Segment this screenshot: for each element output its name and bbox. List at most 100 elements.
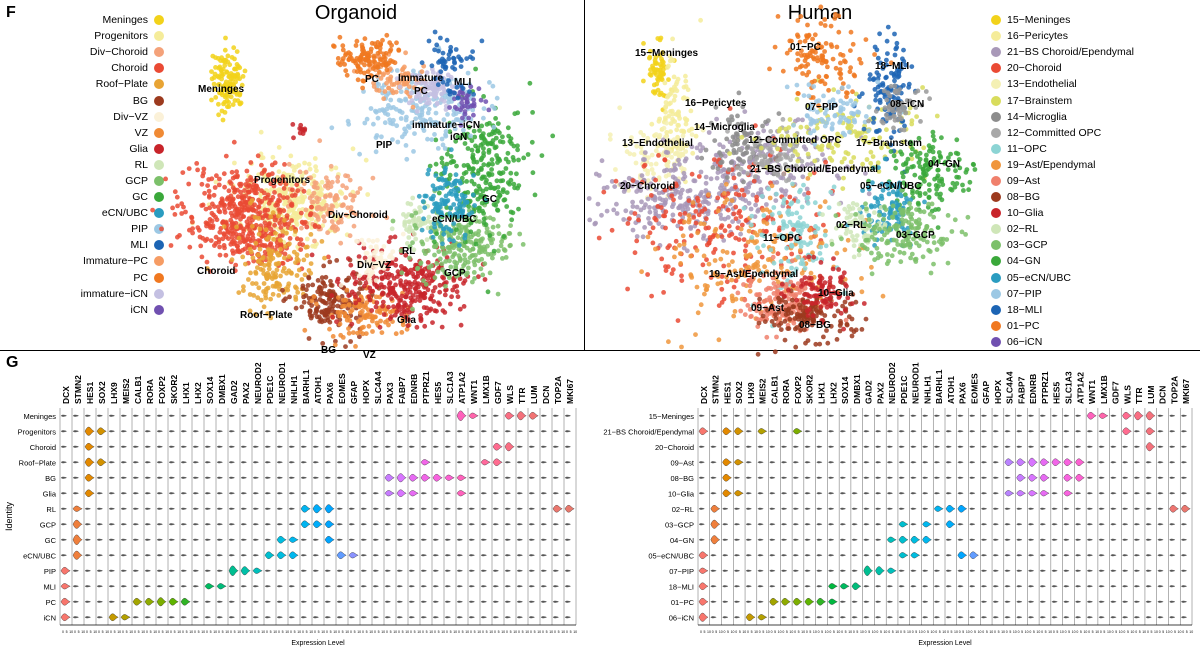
tick-label: 10 — [754, 630, 758, 634]
cluster-label: 18−MLI — [875, 61, 909, 72]
gene-label: WNT1 — [469, 380, 479, 404]
tick-label: 10 — [931, 630, 935, 634]
gene-label: LHX2 — [193, 382, 203, 404]
violin-mark — [992, 523, 999, 526]
violin-mark — [957, 523, 964, 526]
violin-mark — [144, 585, 152, 588]
violin-mark — [444, 445, 452, 448]
legend-label: GC — [132, 191, 148, 204]
violin-mark — [204, 507, 212, 510]
violin-mark — [456, 585, 464, 588]
gene-label: WLS — [1122, 385, 1132, 404]
violin-mark — [264, 476, 272, 479]
violin-mark — [372, 445, 380, 448]
gene-label: SLC4A4 — [373, 371, 383, 404]
violin-mark — [1145, 442, 1156, 452]
violin-mark — [432, 507, 440, 510]
tick-label: 0 — [876, 630, 878, 634]
gene-label: LUM — [1146, 386, 1156, 404]
violin-mark — [980, 616, 988, 619]
violin-mark — [769, 523, 776, 526]
violin-mark — [528, 507, 536, 510]
violin-mark — [886, 507, 894, 510]
violin-mark — [540, 414, 548, 417]
violin-mark — [228, 414, 236, 417]
violin-mark — [168, 414, 176, 417]
violin-mark — [552, 585, 560, 588]
violin-mark — [922, 461, 929, 464]
violin-mark — [910, 569, 917, 572]
violin-mark — [516, 476, 524, 479]
violin-mark — [839, 583, 850, 590]
violin-mark — [792, 414, 800, 417]
violin-mark — [132, 445, 140, 448]
violin-mark — [204, 616, 212, 619]
violin-mark — [204, 430, 212, 433]
tick-label: 5 — [704, 630, 706, 634]
violin-mark — [156, 476, 164, 479]
tick-label: 5 — [522, 630, 524, 634]
identity-label: 18−MLI — [669, 582, 694, 591]
gene-label: ATP1A2 — [1075, 372, 1085, 404]
violin-mark — [396, 414, 404, 417]
cluster-points — [338, 231, 406, 288]
cluster-label: 04−GN — [928, 159, 960, 170]
violin-mark — [1016, 538, 1023, 541]
violin-mark — [420, 538, 428, 541]
organoid-legend-item: iCN — [20, 302, 164, 318]
violin-mark — [108, 430, 116, 433]
violin-mark — [264, 492, 272, 495]
gene-label: LHX1 — [181, 382, 191, 404]
violin-mark — [552, 600, 560, 603]
tick-label: 5 — [294, 630, 296, 634]
violin-mark — [769, 492, 776, 495]
violin-mark — [216, 583, 227, 590]
violin-mark — [957, 445, 964, 448]
violin-mark — [60, 583, 71, 590]
violin-mark — [312, 538, 320, 541]
violin-mark — [875, 523, 882, 526]
violin-mark — [1145, 507, 1152, 510]
legend-label: 03−GCP — [1007, 239, 1048, 252]
violin-mark — [264, 600, 272, 603]
violin-mark — [492, 430, 500, 433]
violin-mark — [504, 430, 512, 433]
violin-mark — [480, 538, 488, 541]
violin-mark — [252, 507, 260, 510]
violin-mark — [1110, 585, 1117, 588]
violin-mark — [969, 600, 976, 603]
violin-mark — [336, 507, 344, 510]
violin-mark — [564, 585, 572, 588]
violin-mark — [1086, 507, 1094, 510]
gene-label: GFAP — [981, 381, 991, 404]
violin-mark — [745, 461, 752, 464]
violin-mark — [276, 585, 284, 588]
violin-mark — [816, 523, 823, 526]
violin-mark — [804, 461, 811, 464]
violin-mark — [312, 504, 323, 514]
violin-mark — [168, 597, 179, 606]
violin-mark — [216, 445, 224, 448]
cluster-label: 12−Committed OPC — [748, 135, 842, 146]
violin-mark — [1180, 569, 1188, 572]
violin-mark — [516, 461, 524, 464]
violin-mark — [564, 414, 572, 417]
violin-mark — [264, 585, 272, 588]
organoid-legend-item: immature−iCN — [20, 286, 164, 302]
violin-mark — [839, 461, 847, 464]
tick-label: 0 — [806, 630, 808, 634]
violin-mark — [828, 507, 835, 510]
violin-mark — [1133, 507, 1141, 510]
tick-label: 10 — [129, 630, 133, 634]
violin-mark — [1086, 523, 1094, 526]
violin-mark — [312, 569, 320, 572]
tick-label: 0 — [771, 630, 773, 634]
violin-mark — [516, 492, 524, 495]
organoid-violin-plot: DCX STMN2 HES1 SOX2 LHX9 MEIS2 CALB1 RORA FOXP2 S… — [4, 362, 577, 647]
violin-mark — [336, 414, 344, 417]
violin-mark — [84, 569, 92, 572]
violin-mark — [898, 507, 905, 510]
tick-label: 0 — [326, 630, 328, 634]
violin-mark — [933, 616, 941, 619]
violin-mark — [108, 492, 116, 495]
